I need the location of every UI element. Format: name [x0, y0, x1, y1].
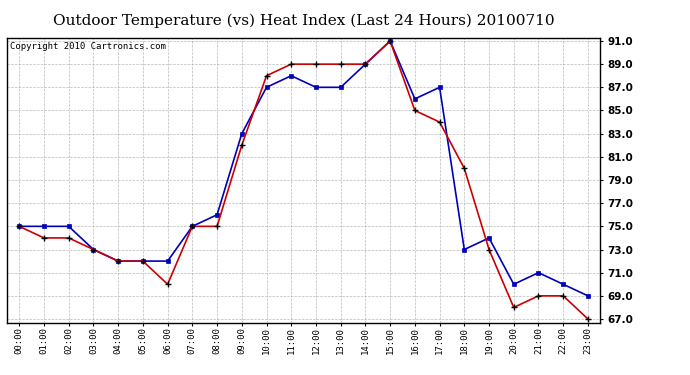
Text: Outdoor Temperature (vs) Heat Index (Last 24 Hours) 20100710: Outdoor Temperature (vs) Heat Index (Las…: [53, 13, 554, 27]
Text: Copyright 2010 Cartronics.com: Copyright 2010 Cartronics.com: [10, 42, 166, 51]
